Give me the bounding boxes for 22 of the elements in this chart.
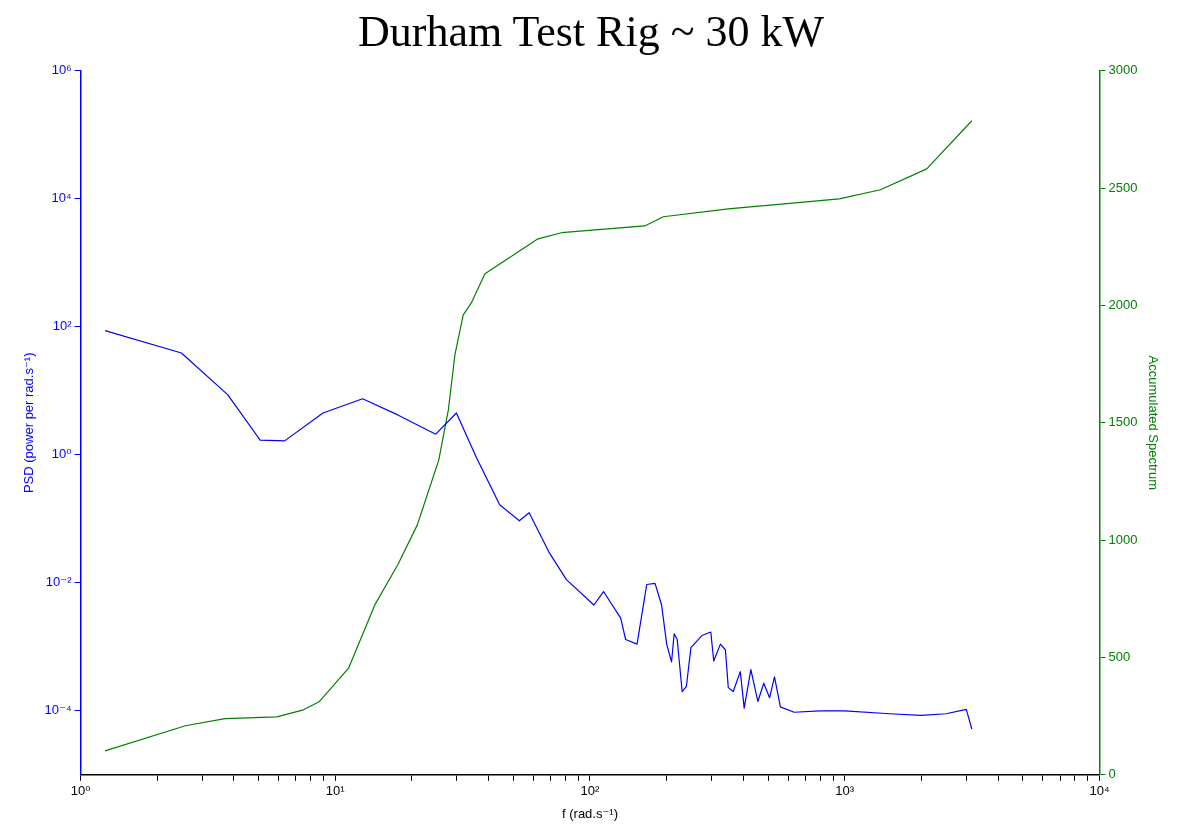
x-tick-label: 10³ xyxy=(835,783,855,799)
y2-tick-label: 2000 xyxy=(1108,297,1138,313)
y-tick-label: 10⁴ xyxy=(51,190,72,206)
y-axis-title: PSD (power per rad.s⁻¹) xyxy=(21,352,37,494)
y-tick-label: 10⁻² xyxy=(45,574,73,590)
x-tick-label: 10² xyxy=(580,783,601,799)
x-tick-label: 10⁰ xyxy=(70,783,91,799)
x-tick-label: 10¹ xyxy=(325,783,346,799)
y-tick-label: 10⁰ xyxy=(51,446,72,462)
y2-tick-label: 1500 xyxy=(1108,414,1138,430)
y2-tick-label: 500 xyxy=(1108,649,1131,665)
y2-tick-label: 0 xyxy=(1108,766,1116,782)
x-tick-label: 10⁴ xyxy=(1089,783,1110,799)
y-tick-label: 10⁻⁴ xyxy=(44,702,72,718)
y2-tick-label: 2500 xyxy=(1108,179,1138,195)
y2-axis-title: Accumulated Spectrum xyxy=(1145,355,1161,490)
y-tick-label: 10⁶ xyxy=(51,62,72,78)
chart-title: Durham Test Rig ~ 30 kW xyxy=(358,6,825,56)
x-axis-title: f (rad.s⁻¹) xyxy=(562,805,618,821)
y-tick-label: 10² xyxy=(52,318,73,334)
y2-tick-label: 3000 xyxy=(1108,62,1138,78)
y2-tick-label: 1000 xyxy=(1108,531,1138,547)
